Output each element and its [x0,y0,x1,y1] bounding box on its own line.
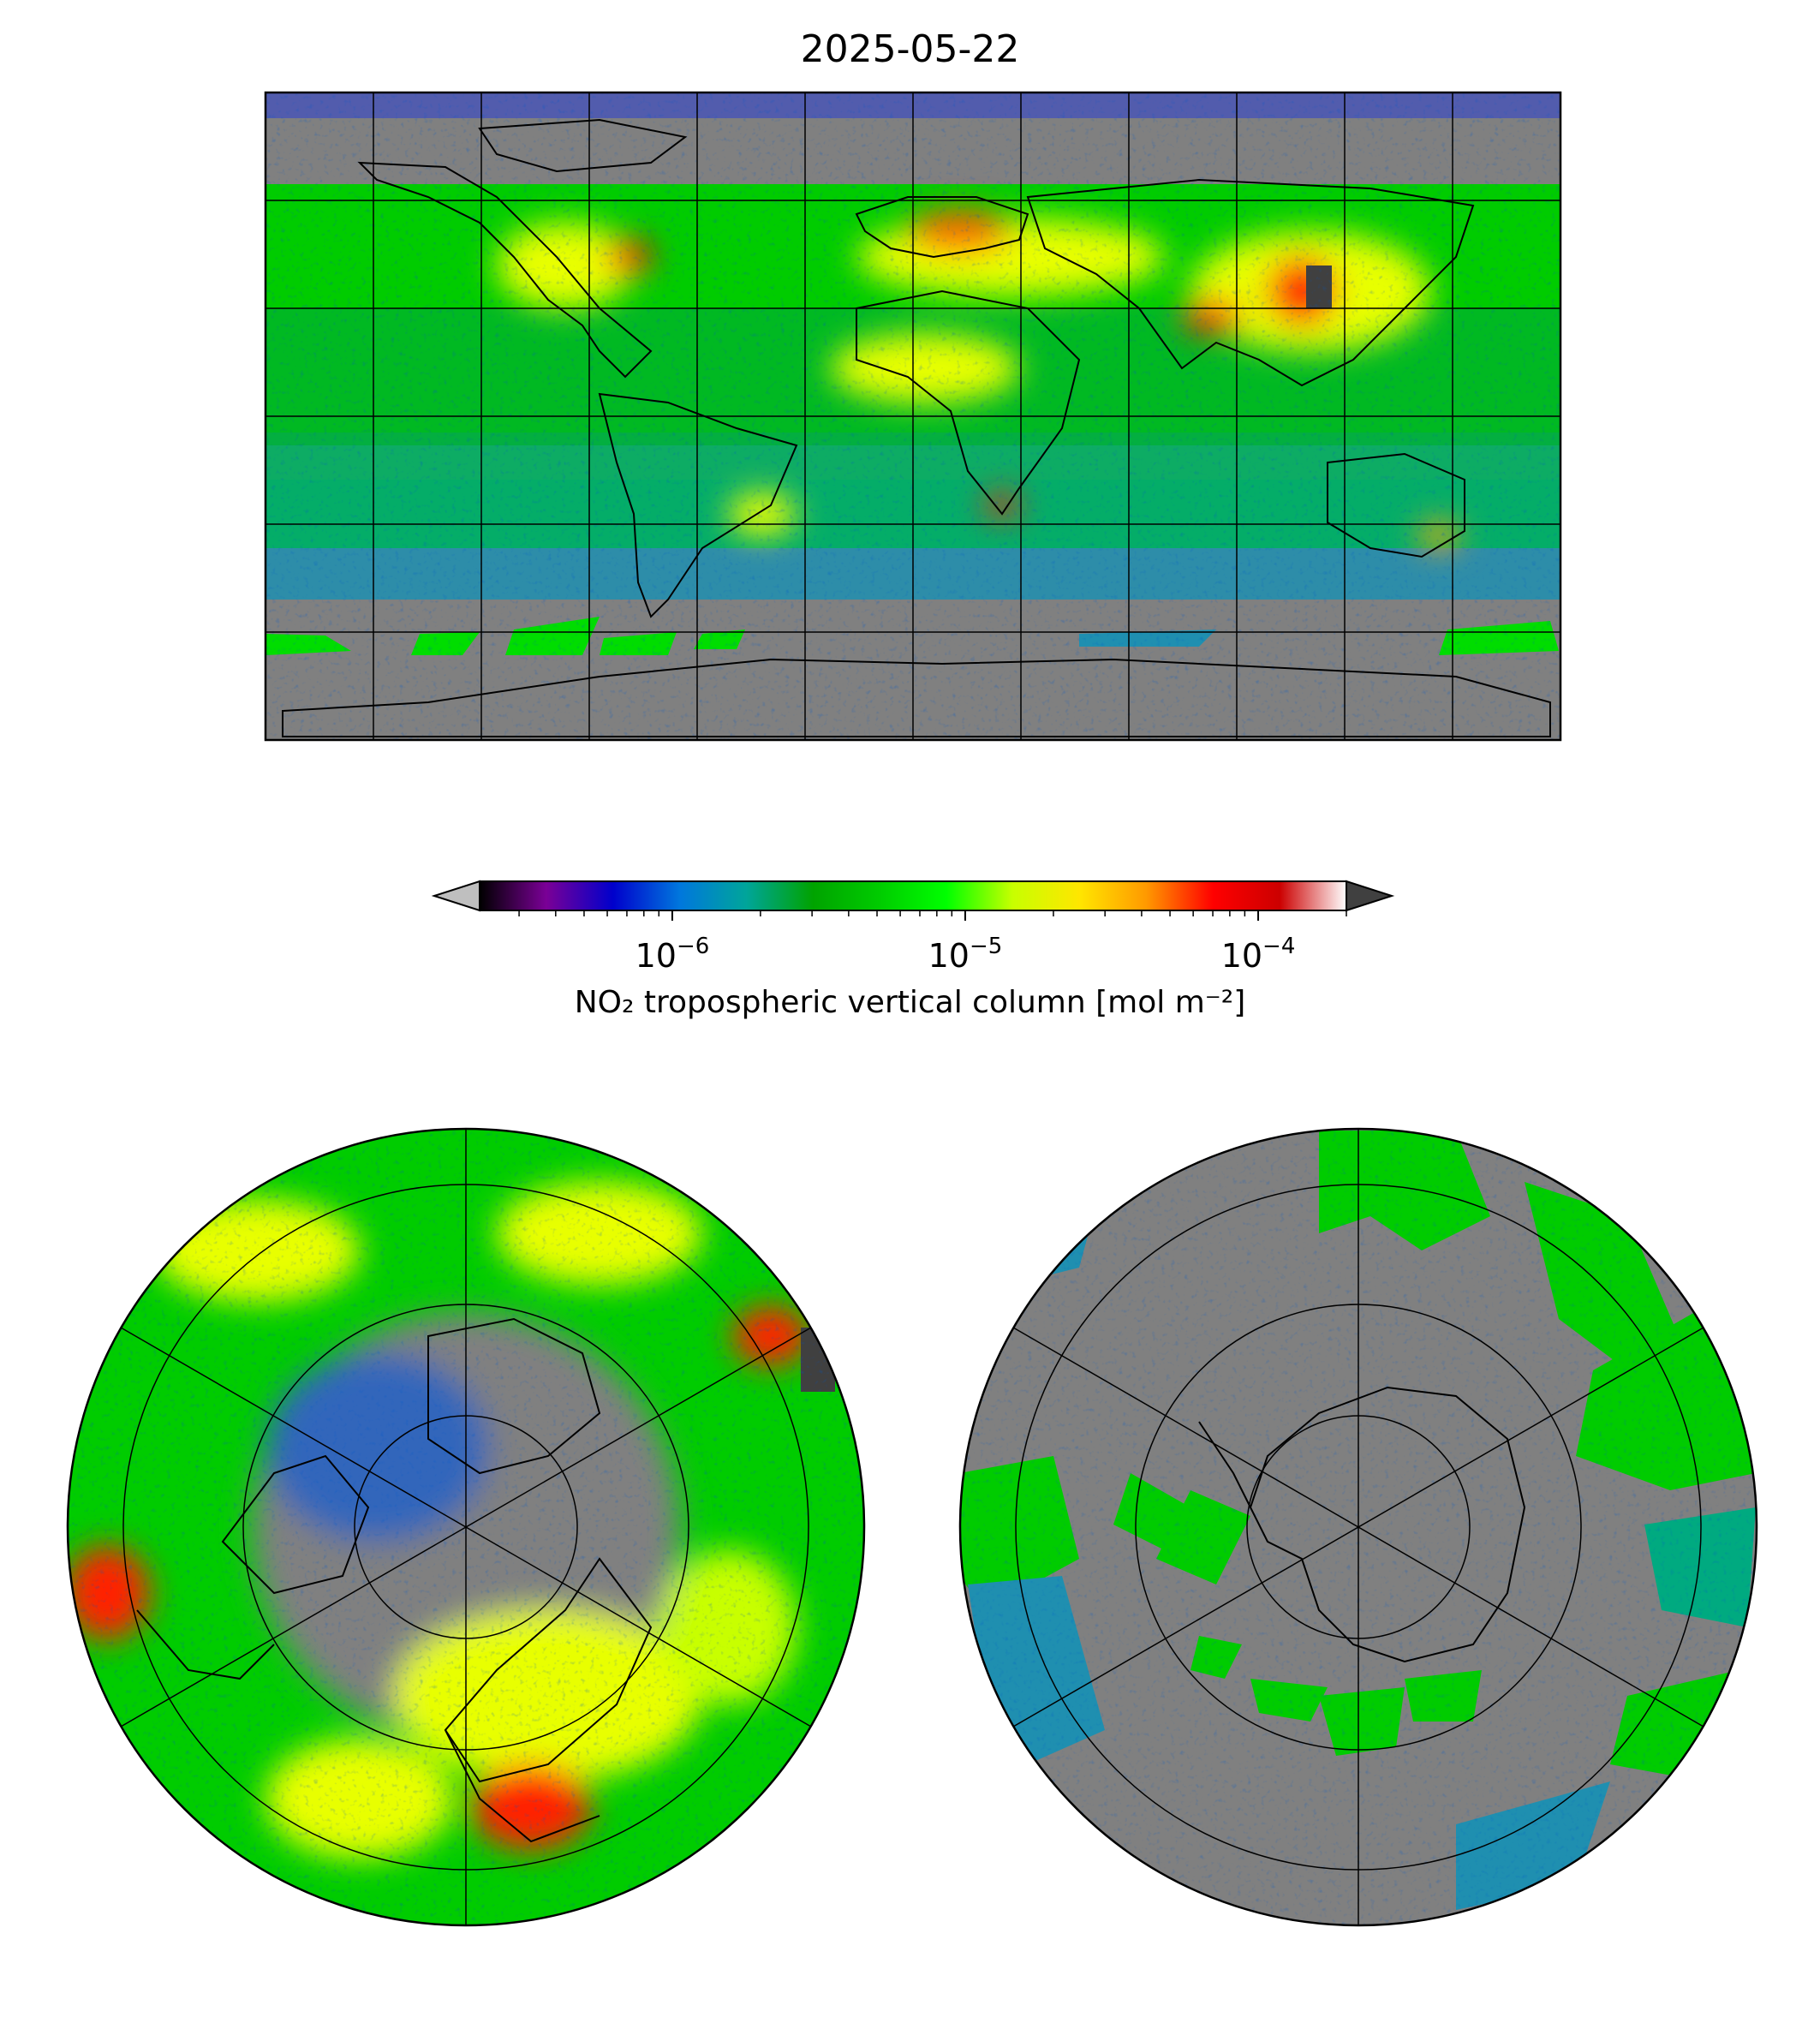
colorbar-tick-label: 10−6 [635,934,710,975]
global-map-frame [264,91,1562,742]
colorbar-tick-label: 10−5 [928,934,1003,975]
colorbar-gradient [480,881,1346,910]
colorbar-label: NO₂ tropospheric vertical column [mol m⁻… [574,985,1246,1020]
colorbar-over-extension [1346,880,1395,912]
figure-title: 2025-05-22 [800,27,1020,71]
south-polar-map-frame [958,1127,1758,1927]
colorbar-ticks [518,910,1347,921]
global-map [266,92,1560,740]
north-polar-map [68,1129,864,1925]
colorbar [431,880,1395,921]
colorbar-tick-label: 10−4 [1220,934,1296,975]
colorbar-under-extension [431,880,480,912]
south-polar-map [960,1129,1757,1925]
north-polar-map-frame [66,1127,866,1927]
